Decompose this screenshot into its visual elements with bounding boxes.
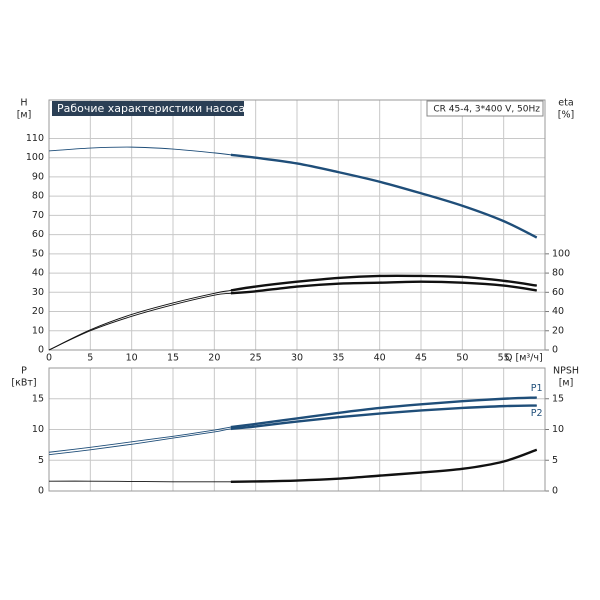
series-line (48, 146, 537, 238)
series-line-thick (230, 396, 537, 429)
y2-tick-label: 100 (552, 248, 570, 259)
y-axis-label: P (21, 366, 27, 377)
chart-subtitle: CR 45-4, 3*400 V, 50Hz (433, 105, 540, 115)
y-tick-label: 0 (38, 486, 44, 497)
y-axis-label: H (20, 98, 27, 109)
y2-tick-label: 15 (552, 393, 564, 404)
y-axis-unit: [кВт] (11, 378, 36, 389)
y-tick-label: 80 (32, 191, 44, 202)
y-tick-label: 90 (32, 171, 44, 182)
y-tick-label: 60 (32, 229, 44, 240)
chart-title: Рабочие характеристики насоса (57, 102, 245, 115)
y-tick-label: 70 (32, 210, 44, 221)
series-line-thick (230, 153, 538, 239)
y-tick-label: 5 (38, 455, 44, 466)
series-line-thick (230, 274, 537, 292)
y-tick-label: 40 (32, 268, 44, 279)
x-tick-label: 20 (208, 353, 220, 364)
y-tick-label: 20 (32, 306, 44, 317)
series-line (48, 397, 537, 453)
y-tick-label: 15 (32, 393, 44, 404)
series-line (48, 405, 537, 456)
x-axis-label: Q [м³/ч] (505, 353, 543, 364)
series-line-thick (230, 448, 538, 483)
y-axis-unit: [м] (17, 110, 32, 121)
y-tick-label: 110 (26, 133, 44, 144)
y2-tick-label: 5 (552, 455, 558, 466)
x-tick-label: 35 (332, 353, 344, 364)
y-tick-label: 10 (32, 325, 44, 336)
y2-tick-label: 20 (552, 325, 564, 336)
x-tick-label: 30 (291, 353, 303, 364)
y2-axis-unit: [м] (559, 378, 574, 389)
plot-frame (48, 99, 546, 351)
y-tick-label: 10 (32, 424, 44, 435)
series-label: P2 (531, 408, 543, 419)
x-tick-label: 40 (374, 353, 386, 364)
y-tick-label: 100 (26, 152, 44, 163)
plot-frame (48, 367, 546, 492)
y-tick-label: 50 (32, 248, 44, 259)
y-tick-label: 30 (32, 287, 44, 298)
x-tick-label: 25 (250, 353, 262, 364)
y2-tick-label: 80 (552, 268, 564, 279)
x-tick-label: 45 (415, 353, 427, 364)
y2-axis-unit: [%] (558, 110, 574, 121)
x-tick-label: 50 (456, 353, 468, 364)
x-tick-label: 55 (498, 353, 510, 364)
subtitle-box (426, 100, 544, 117)
y2-tick-label: 60 (552, 287, 564, 298)
y-tick-label: 0 (38, 345, 44, 356)
y2-tick-label: 0 (552, 486, 558, 497)
y2-axis-label: NPSH (553, 366, 579, 377)
x-tick-label: 15 (167, 353, 179, 364)
y2-tick-label: 10 (552, 424, 564, 435)
x-tick-label: 0 (46, 353, 52, 364)
series-line-thick (230, 404, 537, 431)
series-label: P1 (531, 383, 543, 394)
y2-tick-label: 40 (552, 306, 564, 317)
y2-tick-label: 0 (552, 345, 558, 356)
x-tick-label: 10 (126, 353, 138, 364)
y2-axis-label: eta (558, 98, 573, 109)
series-line-thick (230, 280, 537, 295)
series-line (48, 449, 537, 483)
title-box (52, 101, 244, 116)
x-tick-label: 5 (87, 353, 93, 364)
